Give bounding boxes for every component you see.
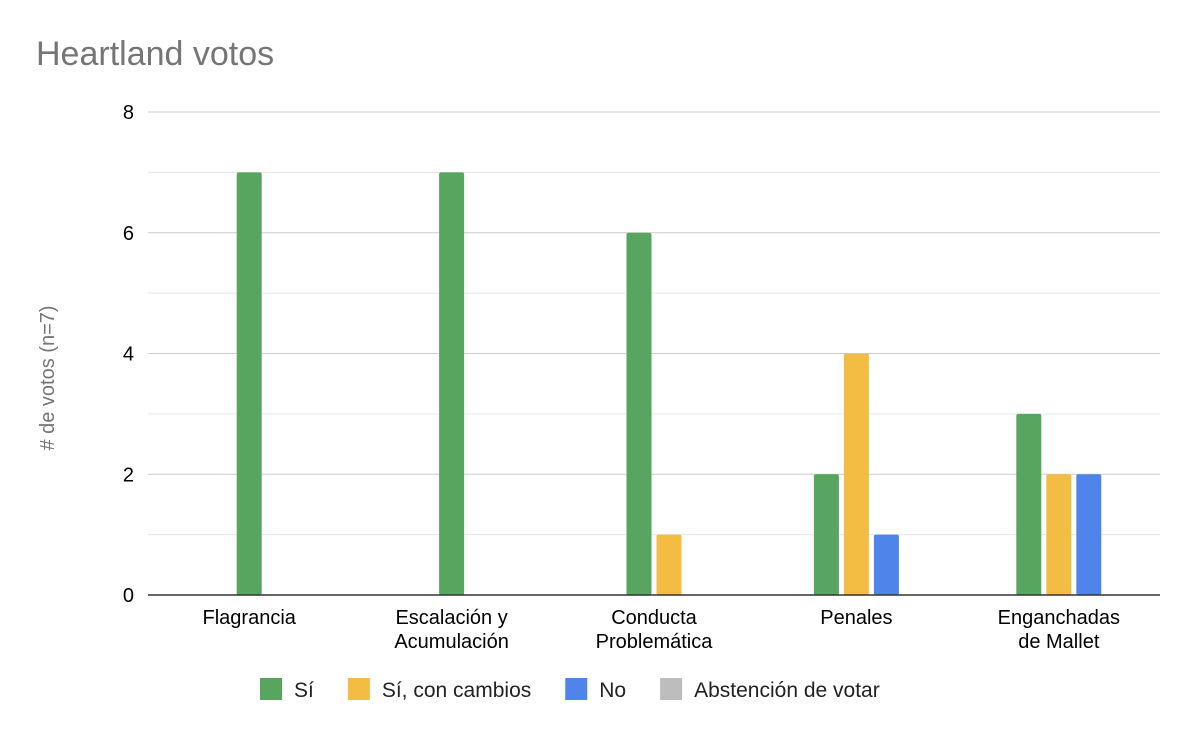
y-tick-label: 8 bbox=[123, 102, 134, 124]
bar bbox=[873, 534, 899, 595]
bar bbox=[1016, 413, 1042, 595]
bar bbox=[656, 534, 682, 595]
bar bbox=[843, 353, 869, 595]
y-tick-label: 6 bbox=[123, 223, 134, 245]
y-tick-label: 4 bbox=[123, 344, 134, 366]
legend-swatch bbox=[660, 678, 683, 700]
gridlines bbox=[148, 111, 1160, 536]
y-tick-label: 0 bbox=[123, 585, 134, 607]
legend-label: Sí bbox=[294, 679, 314, 702]
y-axis-label: # de votos (n=7) bbox=[37, 305, 59, 450]
chart-title: Heartland votos bbox=[36, 35, 274, 73]
legend: Sí Sí, con cambios No Abstención de votar bbox=[260, 678, 880, 702]
x-tick-label: Escalación y Acumulación bbox=[394, 607, 509, 653]
x-tick-label: Flagrancia bbox=[203, 607, 297, 629]
legend-swatch bbox=[347, 678, 370, 700]
bar bbox=[236, 172, 262, 595]
bar bbox=[813, 474, 839, 595]
legend-label: No bbox=[599, 679, 626, 702]
bars bbox=[236, 172, 1102, 595]
bar bbox=[1046, 474, 1072, 595]
bar bbox=[439, 172, 465, 595]
legend-swatch bbox=[565, 678, 588, 700]
legend-label: Sí, con cambios bbox=[382, 679, 531, 702]
x-tick-label: Conducta Problemática bbox=[596, 607, 714, 653]
legend-swatch bbox=[260, 678, 282, 700]
bar bbox=[626, 232, 652, 595]
x-tick-label: Enganchadas de Mallet bbox=[998, 607, 1120, 653]
bar bbox=[1076, 474, 1102, 595]
x-tick-labels: Flagrancia Escalación y Acumulación Conduct… bbox=[203, 607, 1120, 653]
x-tick-label: Penales bbox=[820, 607, 892, 629]
y-tick-label: 2 bbox=[123, 464, 134, 486]
y-tick-labels: 0 2 4 6 8 bbox=[123, 102, 134, 607]
legend-label: Abstención de votar bbox=[694, 679, 880, 702]
